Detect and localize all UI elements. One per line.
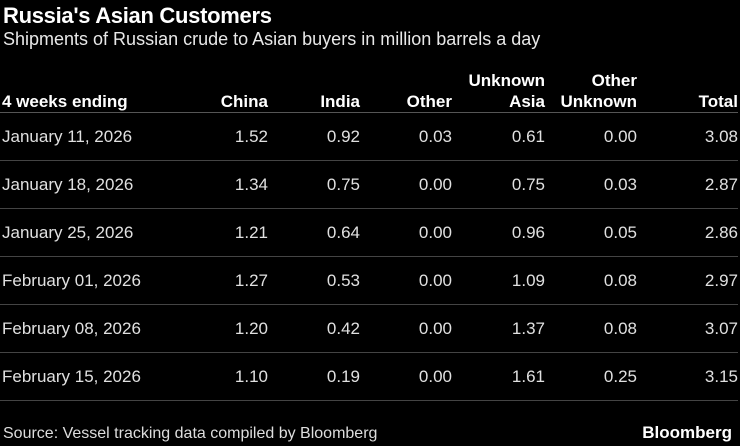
table-row: February 01, 2026 1.27 0.53 0.00 1.09 0.…: [0, 256, 738, 305]
table-cell: 1.20: [190, 304, 268, 353]
column-header-unknown-asia: Unknown Asia: [452, 68, 545, 113]
table-cell: 0.05: [545, 208, 637, 257]
data-table: 4 weeks ending China India Other Unknown…: [0, 68, 738, 401]
table-cell: 1.09: [452, 256, 545, 305]
table-cell: 0.08: [545, 256, 637, 305]
table-cell: 0.00: [360, 304, 452, 353]
table-cell: 0.00: [545, 112, 637, 161]
table-row: January 18, 2026 1.34 0.75 0.00 0.75 0.0…: [0, 160, 738, 209]
table-cell: 2.87: [637, 160, 738, 209]
chart-title: Russia's Asian Customers: [3, 3, 272, 28]
column-header-other: Other: [360, 68, 452, 113]
table-cell: 0.53: [268, 256, 360, 305]
table-cell: 0.92: [268, 112, 360, 161]
table-cell: 2.86: [637, 208, 738, 257]
table-cell: 1.52: [190, 112, 268, 161]
source-note: Source: Vessel tracking data compiled by…: [3, 425, 378, 442]
table-cell: 2.97: [637, 256, 738, 305]
table-cell: 3.08: [637, 112, 738, 161]
table-cell: January 18, 2026: [0, 160, 190, 209]
table-row: January 25, 2026 1.21 0.64 0.00 0.96 0.0…: [0, 208, 738, 257]
table-row: January 11, 2026 1.52 0.92 0.03 0.61 0.0…: [0, 112, 738, 161]
column-header-other-unknown: Other Unknown: [545, 68, 637, 113]
table-cell: 0.61: [452, 112, 545, 161]
table-cell: 0.03: [360, 112, 452, 161]
header-row: 4 weeks ending China India Other Unknown…: [0, 68, 738, 113]
table-cell: 1.21: [190, 208, 268, 257]
table-cell: 0.00: [360, 352, 452, 401]
table-cell: 0.00: [360, 160, 452, 209]
column-header-china: China: [190, 68, 268, 113]
table-cell: 0.42: [268, 304, 360, 353]
table-row: February 08, 2026 1.20 0.42 0.00 1.37 0.…: [0, 304, 738, 353]
table-row: February 15, 2026 1.10 0.19 0.00 1.61 0.…: [0, 352, 738, 401]
table-cell: 0.64: [268, 208, 360, 257]
table-cell: 0.08: [545, 304, 637, 353]
table-cell: 1.61: [452, 352, 545, 401]
table-cell: 1.34: [190, 160, 268, 209]
table-cell: 1.27: [190, 256, 268, 305]
column-header-total: Total: [637, 68, 738, 113]
table-cell: 0.75: [452, 160, 545, 209]
table-cell: 0.00: [360, 256, 452, 305]
column-header-india: India: [268, 68, 360, 113]
table-cell: February 08, 2026: [0, 304, 190, 353]
bloomberg-logo: Bloomberg: [642, 423, 732, 442]
table-cell: January 11, 2026: [0, 112, 190, 161]
table-cell: 3.15: [637, 352, 738, 401]
chart-subtitle: Shipments of Russian crude to Asian buye…: [3, 29, 541, 49]
table-cell: 0.96: [452, 208, 545, 257]
table-cell: February 15, 2026: [0, 352, 190, 401]
table-cell: 0.00: [360, 208, 452, 257]
table-cell: 1.37: [452, 304, 545, 353]
table-cell: 0.19: [268, 352, 360, 401]
table-cell: February 01, 2026: [0, 256, 190, 305]
table-cell: 0.25: [545, 352, 637, 401]
table-cell: 1.10: [190, 352, 268, 401]
table-cell: 0.03: [545, 160, 637, 209]
table-cell: 3.07: [637, 304, 738, 353]
table-cell: January 25, 2026: [0, 208, 190, 257]
table-cell: 0.75: [268, 160, 360, 209]
column-header-week: 4 weeks ending: [0, 68, 190, 113]
